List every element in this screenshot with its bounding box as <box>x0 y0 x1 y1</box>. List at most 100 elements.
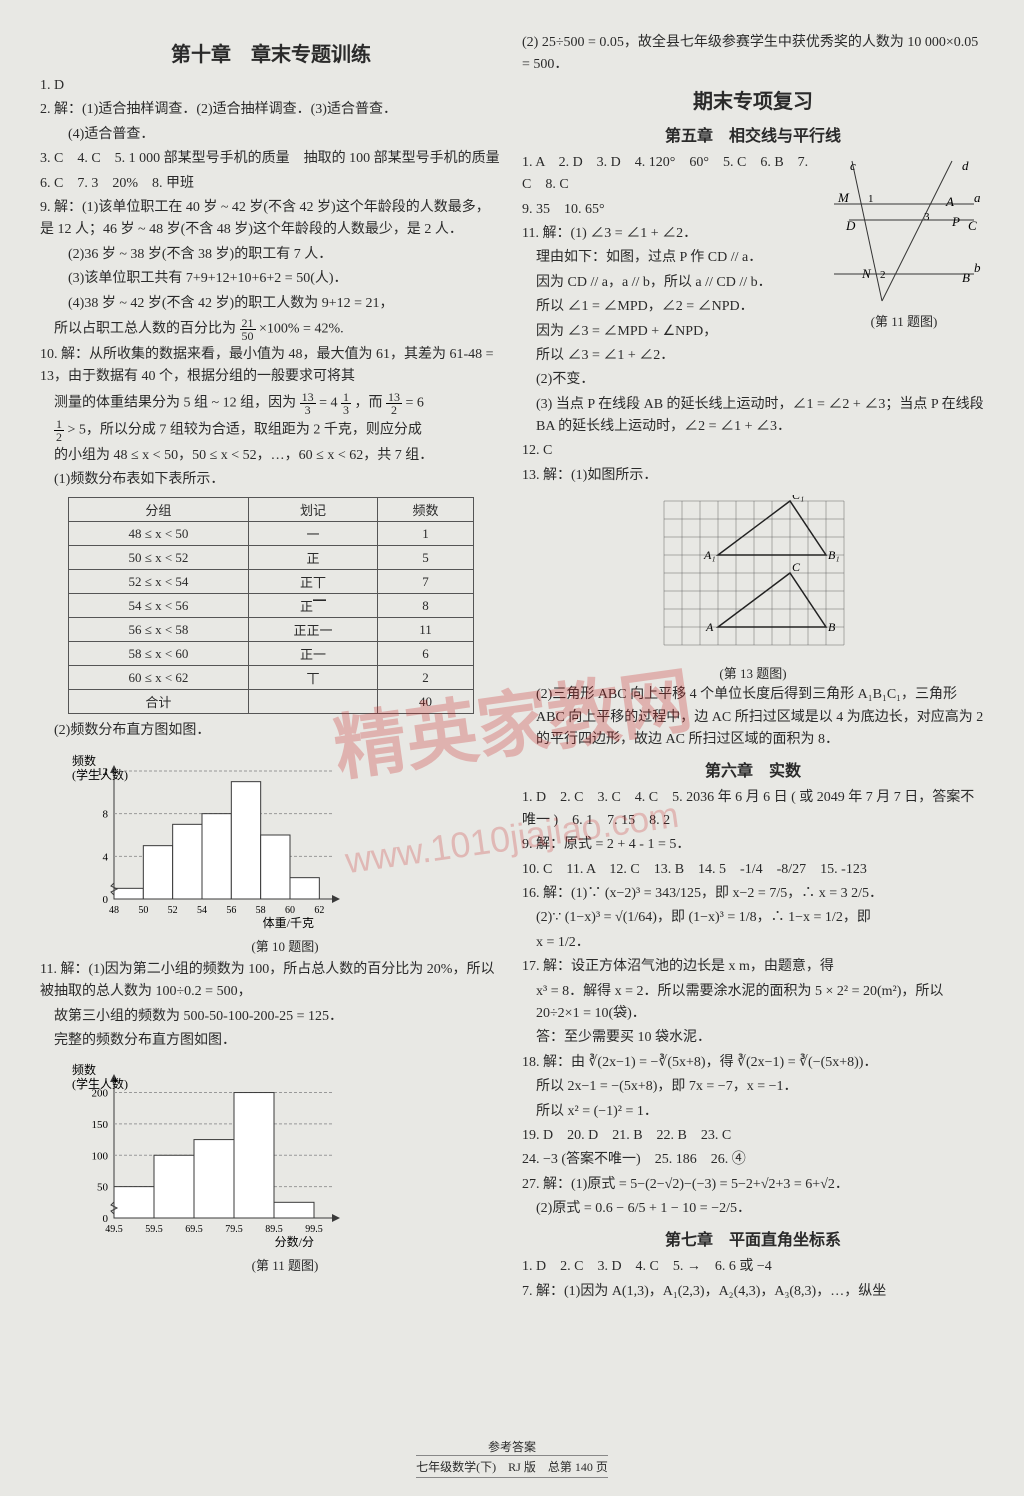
text-line: (2)∵ (1−x)³ = √(1/64)，即 (1−x)³ = 1/8，∴ 1… <box>522 907 984 929</box>
text-line: 3. C 4. C 5. 1 000 部某型号手机的质量 抽取的 100 部某型… <box>40 148 502 170</box>
text-line: 所以 2x−1 = −(5x+8)，即 7x = −7，x = −1． <box>522 1076 984 1098</box>
svg-text:89.5: 89.5 <box>265 1224 283 1235</box>
svg-text:P: P <box>951 214 960 229</box>
text-line: x = 1/2． <box>522 932 984 954</box>
text-line: (3) 当点 P 在线段 AB 的延长线上运动时，∠1 = ∠2 + ∠3；当点… <box>522 394 984 439</box>
svg-text:A: A <box>945 194 954 209</box>
svg-text:50: 50 <box>97 1182 109 1194</box>
fig-13-grid: A B C A₁ B₁ C₁ (第 13 题图) <box>522 495 984 682</box>
svg-text:0: 0 <box>103 894 109 906</box>
svg-text:d: d <box>962 158 969 173</box>
left-column: 第十章 章末专题训练 1. D 2. 解：(1)适合抽样调查．(2)适合抽样调查… <box>40 30 502 1305</box>
chart-10-caption: (第 10 题图) <box>68 936 502 955</box>
text-line: 2. 解：(1)适合抽样调查．(2)适合抽样调查．(3)适合普查． <box>40 99 502 121</box>
text-line: 1. D 2. C 3. C 4. C 5. 2036 年 6 月 6 日 ( … <box>522 787 984 832</box>
svg-text:62: 62 <box>314 905 324 916</box>
text-line: (4)38 岁 ~ 42 岁(不含 42 岁)的职工人数为 9+12 = 21， <box>40 293 502 315</box>
svg-text:4: 4 <box>103 851 109 863</box>
svg-text:59.5: 59.5 <box>145 1224 163 1235</box>
svg-text:0: 0 <box>103 1213 109 1225</box>
svg-text:分数/分: 分数/分 <box>275 1234 314 1249</box>
svg-text:100: 100 <box>92 1151 109 1163</box>
svg-text:69.5: 69.5 <box>185 1224 203 1235</box>
svg-text:49.5: 49.5 <box>105 1224 123 1235</box>
ch7-title: 第七章 平面直角坐标系 <box>522 1226 984 1250</box>
frac-suffix: > 5，所以分成 7 组较为合适，取组距为 2 千克，则应分成 <box>68 422 422 437</box>
svg-text:2: 2 <box>880 269 886 281</box>
frac-mid: = 4 <box>319 395 337 410</box>
svg-text:50: 50 <box>138 905 148 916</box>
fraction: 13 <box>341 391 351 416</box>
svg-text:54: 54 <box>197 905 207 916</box>
review-title: 期末专项复习 <box>522 85 984 114</box>
text-line: (1)频数分布表如下表所示． <box>40 469 502 491</box>
fig-13-caption: (第 13 题图) <box>522 663 984 682</box>
chart-10: 频数(学生人数)48124850525456586062体重/千克0 (第 10… <box>68 751 502 955</box>
text-line: 16. 解：(1)∵ (x−2)³ = 343/125，即 x−2 = 7/5，… <box>522 883 984 905</box>
text-line: 完整的频数分布直方图如图． <box>40 1030 502 1052</box>
svg-text:B: B <box>828 620 836 634</box>
text-line: 13. 解：(1)如图所示． <box>522 465 984 487</box>
text-line: x³ = 8．解得 x = 2．所以需要涂水泥的面积为 5 × 2² = 20(… <box>522 981 984 1026</box>
frequency-table: 分组划记频数 48 ≤ x < 50一150 ≤ x < 52正552 ≤ x … <box>68 497 475 714</box>
text-line: 测量的体重结果分为 5 组 ~ 12 组，因为 133 = 4 13 ，而 13… <box>40 391 502 416</box>
text-line: 9. 解：原式 = 2 + 4 - 1 = 5． <box>522 834 984 856</box>
text-line: 的小组为 48 ≤ x < 50，50 ≤ x < 52，…，60 ≤ x < … <box>40 445 502 467</box>
text-line: 所以占职工总人数的百分比为 2150 ×100% = 42%. <box>40 317 502 342</box>
text-line: 9. 解：(1)该单位职工在 40 岁 ~ 42 岁(不含 42 岁)这个年龄段… <box>40 197 502 242</box>
svg-text:200: 200 <box>92 1088 109 1100</box>
svg-text:C₁: C₁ <box>792 495 804 502</box>
text-line: 10. C 11. A 12. C 13. B 14. 5 -1/4 -8/27… <box>522 859 984 881</box>
frac-suffix: ×100% = 42%. <box>259 322 344 337</box>
text-line: 24. −3 (答案不唯一) 25. 186 26. ④ <box>522 1149 984 1171</box>
svg-text:N: N <box>861 266 872 281</box>
chart-11: 频数(学生人数)5010015020049.559.569.579.589.59… <box>68 1060 502 1274</box>
text-line: 答：至少需要买 10 袋水泥． <box>522 1027 984 1049</box>
svg-text:频数: 频数 <box>72 1062 96 1077</box>
fig-11-geometry: d c a b M A D C P N B 1 2 3 (第 11 题图) <box>824 156 984 330</box>
text-line: 10. 解：从所收集的数据来看，最小值为 48，最大值为 61，其差为 61-4… <box>40 344 502 389</box>
chart-11-caption: (第 11 题图) <box>68 1255 502 1274</box>
svg-text:b: b <box>974 260 981 275</box>
fraction: 12 <box>54 418 64 443</box>
frac-suffix: = 6 <box>405 395 423 410</box>
text-line: 6. C 7. 3 20% 8. 甲班 <box>40 173 502 195</box>
text-line: (3)该单位职工共有 7+9+12+10+6+2 = 50(人)． <box>40 268 502 290</box>
svg-text:频数: 频数 <box>72 753 96 768</box>
svg-text:A₁: A₁ <box>703 548 716 562</box>
text-line: 11. 解：(1)因为第二小组的频数为 100，所占总人数的百分比为 20%，所… <box>40 959 502 1004</box>
ch10-title: 第十章 章末专题训练 <box>40 38 502 67</box>
text-line: (2)频数分布直方图如图． <box>40 720 502 742</box>
svg-text:8: 8 <box>103 809 109 821</box>
fraction: 2150 <box>240 317 256 342</box>
svg-text:A: A <box>705 620 714 634</box>
svg-text:60: 60 <box>285 905 295 916</box>
footer-label: 参考答案 <box>0 1438 1024 1455</box>
text-line: 所以 ∠3 = ∠1 + ∠2． <box>522 345 984 367</box>
svg-text:150: 150 <box>92 1119 109 1131</box>
text-line: 1. D 2. C 3. D 4. C 5. → 6. 6 或 −4 <box>522 1256 984 1278</box>
text-line: 1. D <box>40 75 502 97</box>
fraction: 133 <box>300 391 316 416</box>
text-line: 18. 解：由 ∛(2x−1) = −∛(5x+8)，得 ∛(2x−1) = ∛… <box>522 1052 984 1074</box>
fraction: 132 <box>386 391 402 416</box>
svg-text:B: B <box>962 270 970 285</box>
frac-prefix: 测量的体重结果分为 5 组 ~ 12 组，因为 <box>54 395 296 410</box>
footer-pageinfo: 七年级数学(下) RJ 版 总第 140 页 <box>416 1455 608 1478</box>
text-line: 27. 解：(1)原式 = 5−(2−√2)−(−3) = 5−2+√2+3 =… <box>522 1174 984 1196</box>
svg-text:M: M <box>837 190 850 205</box>
text-line: 12 > 5，所以分成 7 组较为合适，取组距为 2 千克，则应分成 <box>40 418 502 443</box>
svg-text:79.5: 79.5 <box>225 1224 243 1235</box>
frac-prefix: 所以占职工总人数的百分比为 <box>54 322 236 337</box>
svg-text:1: 1 <box>868 193 874 205</box>
text-line: (4)适合普查． <box>40 124 502 146</box>
fig-11-caption: (第 11 题图) <box>824 311 984 330</box>
svg-text:a: a <box>974 190 981 205</box>
svg-text:3: 3 <box>924 211 930 223</box>
ch5-title: 第五章 相交线与平行线 <box>522 122 984 146</box>
text-line: (2)原式 = 0.6 − 6/5 + 1 − 10 = −2/5． <box>522 1198 984 1220</box>
right-column: (2) 25÷500 = 0.05，故全县七年级参赛学生中获优秀奖的人数为 10… <box>522 30 984 1305</box>
svg-text:C: C <box>968 218 977 233</box>
svg-text:B₁: B₁ <box>828 548 840 562</box>
svg-text:C: C <box>792 560 801 574</box>
